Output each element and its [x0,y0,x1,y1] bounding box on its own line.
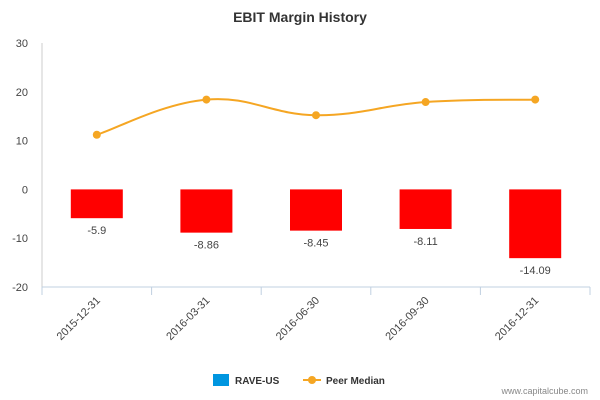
line-series [92,95,540,139]
bar [509,189,562,259]
bar-series [70,189,562,259]
y-tick-label: 10 [16,136,28,148]
y-tick-label: -20 [12,282,28,294]
bar-data-label: -5.9 [87,225,106,237]
legend: RAVE-US Peer Median [213,374,385,387]
bar [290,189,342,231]
legend-label-rave-us: RAVE-US [235,376,280,387]
legend-swatch-rave-us [213,374,229,386]
x-tick-label: 2016-12-31 [493,295,541,343]
peer-median-point [202,95,211,104]
peer-median-point [531,95,540,104]
data-labels: -5.9 -8.86 -8.45 -8.11 -14.09 [87,225,550,277]
peer-median-point [312,111,320,120]
chart-title: EBIT Margin History [233,9,367,25]
y-tick-label: 0 [22,184,28,196]
y-tick-label: 20 [16,87,28,99]
legend-label-peer-median: Peer Median [326,376,385,387]
bar-data-label: -8.86 [194,240,219,252]
bar [399,189,452,229]
bar-data-label: -8.45 [303,238,328,250]
bar-data-label: -14.09 [520,265,551,277]
source-credit: www.capitalcube.com [500,386,588,396]
peer-median-point [92,130,101,139]
x-tick-label: 2015-12-31 [55,295,103,343]
x-tick-label: 2016-03-31 [164,295,212,343]
y-tick-label: 30 [16,38,28,50]
y-tick-label: -10 [12,233,28,245]
bar-data-label: -8.11 [413,236,437,248]
x-tick-label: 2016-06-30 [274,295,322,343]
x-tick-label: 2016-09-30 [383,295,431,343]
legend-marker-peer-median [308,376,316,384]
bar [70,189,123,219]
bar [180,189,233,233]
peer-median-point [421,98,430,107]
